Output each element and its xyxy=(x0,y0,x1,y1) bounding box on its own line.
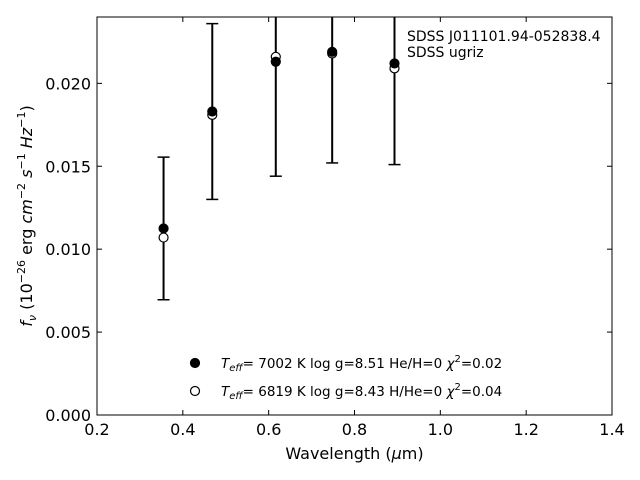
x-tick-label: 0.8 xyxy=(342,420,367,439)
x-tick-label: 0.6 xyxy=(256,420,281,439)
legend-marker xyxy=(189,385,201,397)
plot-frame xyxy=(96,16,613,416)
legend-text: Teff= 6819 K log g=8.43 H/He=0 χ2=0.04 xyxy=(221,382,502,402)
plot-data-group xyxy=(157,17,401,301)
data-point-filled xyxy=(327,46,338,57)
x-tick-label: 1.0 xyxy=(428,420,453,439)
annotation-line: SDSS ugriz xyxy=(407,45,484,61)
data-point-open xyxy=(158,232,169,243)
y-tick-label: 0.020 xyxy=(45,74,91,93)
x-tick-label: 1.4 xyxy=(599,420,624,439)
y-tick-label: 0.000 xyxy=(45,406,91,425)
x-tick-label: 1.2 xyxy=(513,420,538,439)
x-tick-label: 0.2 xyxy=(84,420,109,439)
y-tick-label: 0.010 xyxy=(45,240,91,259)
data-point-filled xyxy=(158,223,169,234)
legend-marker xyxy=(189,357,201,369)
y-tick-label: 0.005 xyxy=(45,323,91,342)
x-tick-label: 0.4 xyxy=(170,420,195,439)
y-tick-label: 0.015 xyxy=(45,157,91,176)
y-axis-label: fν (10−26 erg cm−2 s−1 Hz−1) xyxy=(15,105,39,326)
data-point-filled xyxy=(207,106,218,117)
annotation-line: SDSS J011101.94-052838.4 xyxy=(407,29,601,45)
data-point-filled xyxy=(270,56,281,67)
x-axis-label: Wavelength (μm) xyxy=(285,444,423,463)
legend-text: Teff= 7002 K log g=8.51 He/H=0 χ2=0.02 xyxy=(221,354,502,374)
data-point-filled xyxy=(389,58,400,69)
